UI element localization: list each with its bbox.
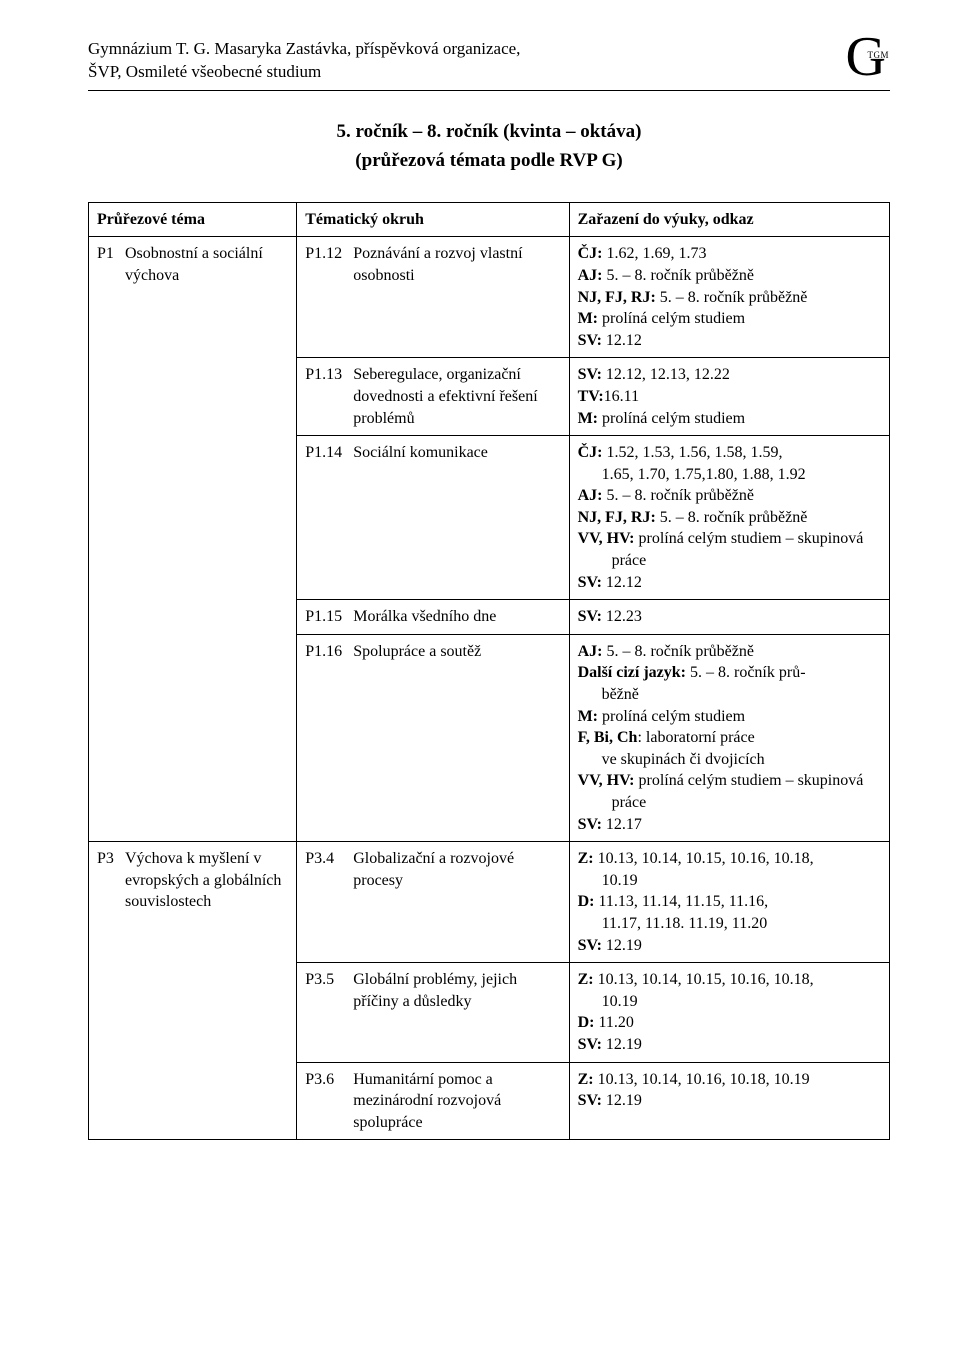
ref-line: VV, HV: prolíná celým studiem – skupinov… — [578, 770, 881, 813]
table-header-row: Průřezové téma Tématický okruh Zařazení … — [89, 202, 890, 237]
ref-line: SV: 12.19 — [578, 1034, 881, 1056]
title-line-2: (průřezová témata podle RVP G) — [88, 146, 890, 175]
topic-text: Humanitární pomoc a mezinárodní rozvojov… — [353, 1069, 560, 1134]
ref-line: Z: 10.13, 10.14, 10.15, 10.16, 10.18, — [578, 969, 881, 991]
cell-refs: ČJ: 1.62, 1.69, 1.73 AJ: 5. – 8. ročník … — [569, 237, 889, 358]
ref-line: VV, HV: prolíná celým studiem – skupinov… — [578, 528, 881, 571]
cell-refs: Z: 10.13, 10.14, 10.15, 10.16, 10.18, 10… — [569, 963, 889, 1062]
cell-refs: Z: 10.13, 10.14, 10.16, 10.18, 10.19 SV:… — [569, 1062, 889, 1140]
th-topic: Tématický okruh — [297, 202, 569, 237]
ref-line: AJ: 5. – 8. ročník průběžně — [578, 265, 881, 287]
topic-code: P3.4 — [305, 848, 353, 891]
theme-idx: P3 — [97, 848, 125, 913]
ref-line: M: prolíná celým studiem — [578, 706, 881, 728]
topic-text: Spolupráce a soutěž — [353, 641, 560, 663]
ref-line: SV: 12.19 — [578, 1090, 881, 1112]
cell-refs: SV: 12.12, 12.13, 12.22 TV:16.11 M: prol… — [569, 358, 889, 436]
ref-line: D: 11.20 — [578, 1012, 881, 1034]
topic-code: P1.14 — [305, 442, 353, 464]
topic-code: P1.12 — [305, 243, 353, 286]
cell-topic: P1.13 Seberegulace, organizační dovednos… — [297, 358, 569, 436]
ref-line: SV: 12.23 — [578, 606, 881, 628]
cell-refs: SV: 12.23 — [569, 600, 889, 635]
ref-line: SV: 12.17 — [578, 814, 881, 836]
topic-text: Globální problémy, jejich příčiny a důsl… — [353, 969, 560, 1012]
header-line-1: Gymnázium T. G. Masaryka Zastávka, přísp… — [88, 38, 520, 61]
cell-topic: P3.5 Globální problémy, jejich příčiny a… — [297, 963, 569, 1062]
ref-line: AJ: 5. – 8. ročník průběžně — [578, 641, 881, 663]
cell-topic: P1.14 Sociální komunikace — [297, 436, 569, 600]
ref-line: F, Bi, Ch: laboratorní práce — [578, 727, 881, 749]
ref-line: NJ, FJ, RJ: 5. – 8. ročník průběžně — [578, 287, 881, 309]
cell-refs: ČJ: 1.52, 1.53, 1.56, 1.58, 1.59, 1.65, … — [569, 436, 889, 600]
theme-idx: P1 — [97, 243, 125, 286]
th-theme: Průřezové téma — [89, 202, 297, 237]
topic-text: Globalizační a rozvojové procesy — [353, 848, 560, 891]
topic-code: P3.5 — [305, 969, 353, 1012]
cell-topic: P3.6 Humanitární pomoc a mezinárodní roz… — [297, 1062, 569, 1140]
ref-line: ČJ: 1.52, 1.53, 1.56, 1.58, 1.59, — [578, 442, 881, 464]
header-rule — [88, 90, 890, 91]
cell-topic: P3.4 Globalizační a rozvojové procesy — [297, 842, 569, 963]
title-block: 5. ročník – 8. ročník (kvinta – oktáva) … — [88, 117, 890, 176]
table-row: P1 Osobnostní a sociální výchova P1.12 P… — [89, 237, 890, 358]
logo: G TGM — [846, 38, 890, 77]
topic-text: Seberegulace, organizační dovednosti a e… — [353, 364, 560, 429]
logo-g: G TGM — [846, 38, 886, 77]
ref-line: ČJ: 1.62, 1.69, 1.73 — [578, 243, 881, 265]
page: Gymnázium T. G. Masaryka Zastávka, přísp… — [0, 0, 960, 1356]
topic-text: Morálka všedního dne — [353, 606, 560, 628]
ref-line: TV:16.11 — [578, 386, 881, 408]
cell-topic: P1.16 Spolupráce a soutěž — [297, 634, 569, 841]
ref-line-cont: 10.19 — [578, 870, 881, 892]
cell-refs: AJ: 5. – 8. ročník průběžně Další cizí j… — [569, 634, 889, 841]
cell-topic: P1.15 Morálka všedního dne — [297, 600, 569, 635]
ref-line-cont: 1.65, 1.70, 1.75,1.80, 1.88, 1.92 — [578, 464, 881, 486]
theme-label: Osobnostní a sociální výchova — [125, 243, 288, 286]
ref-line: SV: 12.19 — [578, 935, 881, 957]
main-table: Průřezové téma Tématický okruh Zařazení … — [88, 202, 890, 1141]
ref-line: M: prolíná celým studiem — [578, 308, 881, 330]
topic-text: Sociální komunikace — [353, 442, 560, 464]
theme-label: Výchova k myšlení v evropských a globáln… — [125, 848, 288, 913]
ref-line: NJ, FJ, RJ: 5. – 8. ročník průběžně — [578, 507, 881, 529]
table-row: P3 Výchova k myšlení v evropských a glob… — [89, 842, 890, 963]
page-header: Gymnázium T. G. Masaryka Zastávka, přísp… — [88, 38, 890, 84]
topic-code: P1.16 — [305, 641, 353, 663]
header-line-2: ŠVP, Osmileté všeobecné studium — [88, 61, 520, 84]
topic-code: P1.15 — [305, 606, 353, 628]
ref-line: Z: 10.13, 10.14, 10.16, 10.18, 10.19 — [578, 1069, 881, 1091]
ref-line: AJ: 5. – 8. ročník průběžně — [578, 485, 881, 507]
ref-line: M: prolíná celým studiem — [578, 408, 881, 430]
topic-code: P1.13 — [305, 364, 353, 429]
topic-code: P3.6 — [305, 1069, 353, 1134]
th-ref: Zařazení do výuky, odkaz — [569, 202, 889, 237]
ref-line-cont: ve skupinách či dvojicích — [578, 749, 881, 771]
title-line-1: 5. ročník – 8. ročník (kvinta – oktáva) — [88, 117, 890, 146]
cell-refs: Z: 10.13, 10.14, 10.15, 10.16, 10.18, 10… — [569, 842, 889, 963]
cell-theme-p3: P3 Výchova k myšlení v evropských a glob… — [89, 842, 297, 1140]
ref-line: Z: 10.13, 10.14, 10.15, 10.16, 10.18, — [578, 848, 881, 870]
logo-tgm: TGM — [868, 51, 890, 60]
ref-line-cont: 10.19 — [578, 991, 881, 1013]
ref-line: SV: 12.12 — [578, 330, 881, 352]
header-text: Gymnázium T. G. Masaryka Zastávka, přísp… — [88, 38, 520, 84]
ref-line: D: 11.13, 11.14, 11.15, 11.16, — [578, 891, 881, 913]
ref-line-cont: běžně — [578, 684, 881, 706]
cell-theme-p1: P1 Osobnostní a sociální výchova — [89, 237, 297, 842]
ref-line: SV: 12.12, 12.13, 12.22 — [578, 364, 881, 386]
ref-line: Další cizí jazyk: 5. – 8. ročník prů- — [578, 662, 881, 684]
cell-topic: P1.12 Poznávání a rozvoj vlastní osobnos… — [297, 237, 569, 358]
topic-text: Poznávání a rozvoj vlastní osobnosti — [353, 243, 560, 286]
ref-line-cont: 11.17, 11.18. 11.19, 11.20 — [578, 913, 881, 935]
ref-line: SV: 12.12 — [578, 572, 881, 594]
